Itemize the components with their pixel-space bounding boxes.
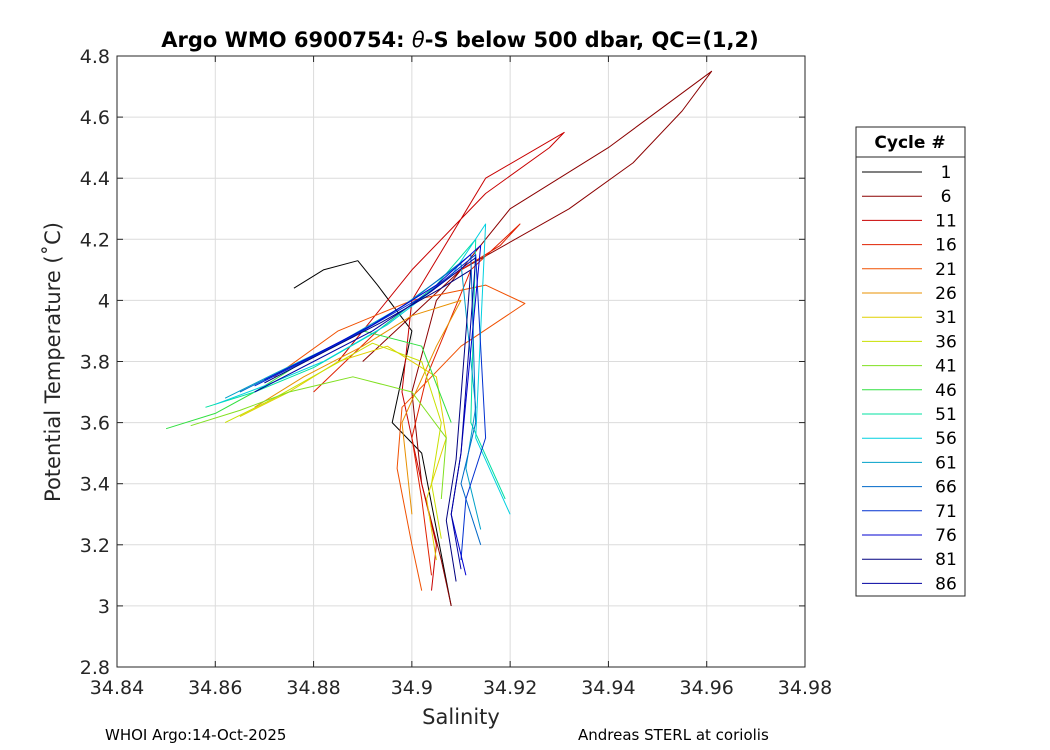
y-tick-label: 4.4 [80, 168, 110, 190]
series-line-cycle-71 [254, 254, 487, 561]
y-tick-label: 3.4 [80, 474, 110, 496]
series-line-cycle-41 [190, 376, 447, 500]
y-tick-label: 3 [98, 596, 110, 618]
series-line-cycle-26 [254, 299, 462, 515]
series-line-cycle-86 [254, 257, 477, 570]
chart-title: Argo WMO 6900754: θ-S below 500 dbar, QC… [161, 28, 758, 52]
legend-label: 16 [935, 236, 957, 256]
legend-label: 21 [935, 260, 957, 280]
legend-label: 11 [935, 211, 957, 231]
footer-right: Andreas STERL at coriolis [578, 726, 769, 744]
y-tick-label: 4.2 [80, 229, 110, 251]
x-tick-label: 34.96 [680, 677, 734, 699]
legend-label: 1 [941, 163, 952, 183]
y-tick-label: 3.2 [80, 535, 110, 557]
legend-label: 31 [935, 308, 957, 328]
series-line-cycle-21 [274, 284, 526, 591]
x-axis-label: Salinity [422, 705, 500, 729]
y-tick-label: 3.8 [80, 352, 110, 374]
legend: Cycle # 16111621263136414651566166717681… [855, 126, 966, 597]
legend-label: 71 [935, 502, 957, 522]
series-line-cycle-11 [337, 131, 565, 591]
legend-label: 81 [935, 550, 957, 570]
plot-area: 34.84 34.86 34.88 34.9 34.92 34.94 34.96 34.982… [80, 46, 832, 699]
legend-label: 36 [935, 332, 957, 352]
legend-label: 41 [935, 357, 957, 377]
legend-label: 46 [935, 381, 957, 401]
legend-label: 56 [935, 429, 957, 449]
series-line-cycle-81 [264, 269, 472, 582]
legend-label: 76 [935, 526, 957, 546]
legend-label: 6 [941, 187, 952, 207]
x-tick-label: 34.98 [778, 677, 832, 699]
y-axis-label: Potential Temperature (˚C) [41, 222, 65, 502]
ticks: 34.84 34.86 34.88 34.9 34.92 34.94 34.96 34.982… [80, 46, 832, 699]
x-tick-label: 34.84 [90, 677, 144, 699]
y-tick-label: 2.8 [80, 657, 110, 679]
legend-box [855, 126, 966, 597]
legend-label: 61 [935, 453, 957, 473]
legend-label: 51 [935, 405, 957, 425]
x-tick-label: 34.9 [391, 677, 433, 699]
series-lines [165, 70, 713, 607]
x-tick-label: 34.92 [483, 677, 537, 699]
y-tick-label: 3.6 [80, 413, 110, 435]
y-tick-label: 4.8 [80, 46, 110, 68]
y-tick-label: 4 [98, 290, 110, 312]
x-tick-label: 34.88 [286, 677, 340, 699]
series-line-cycle-36 [224, 342, 442, 539]
x-tick-label: 34.86 [188, 677, 242, 699]
footer-left: WHOI Argo:14-Oct-2025 [105, 726, 286, 744]
series-line-cycle-31 [239, 345, 447, 561]
legend-label: 86 [935, 574, 957, 594]
legend-label: 26 [935, 284, 957, 304]
x-tick-label: 34.94 [581, 677, 635, 699]
legend-label: 66 [935, 478, 957, 498]
legend-title: Cycle # [874, 133, 945, 153]
y-tick-label: 4.6 [80, 107, 110, 129]
